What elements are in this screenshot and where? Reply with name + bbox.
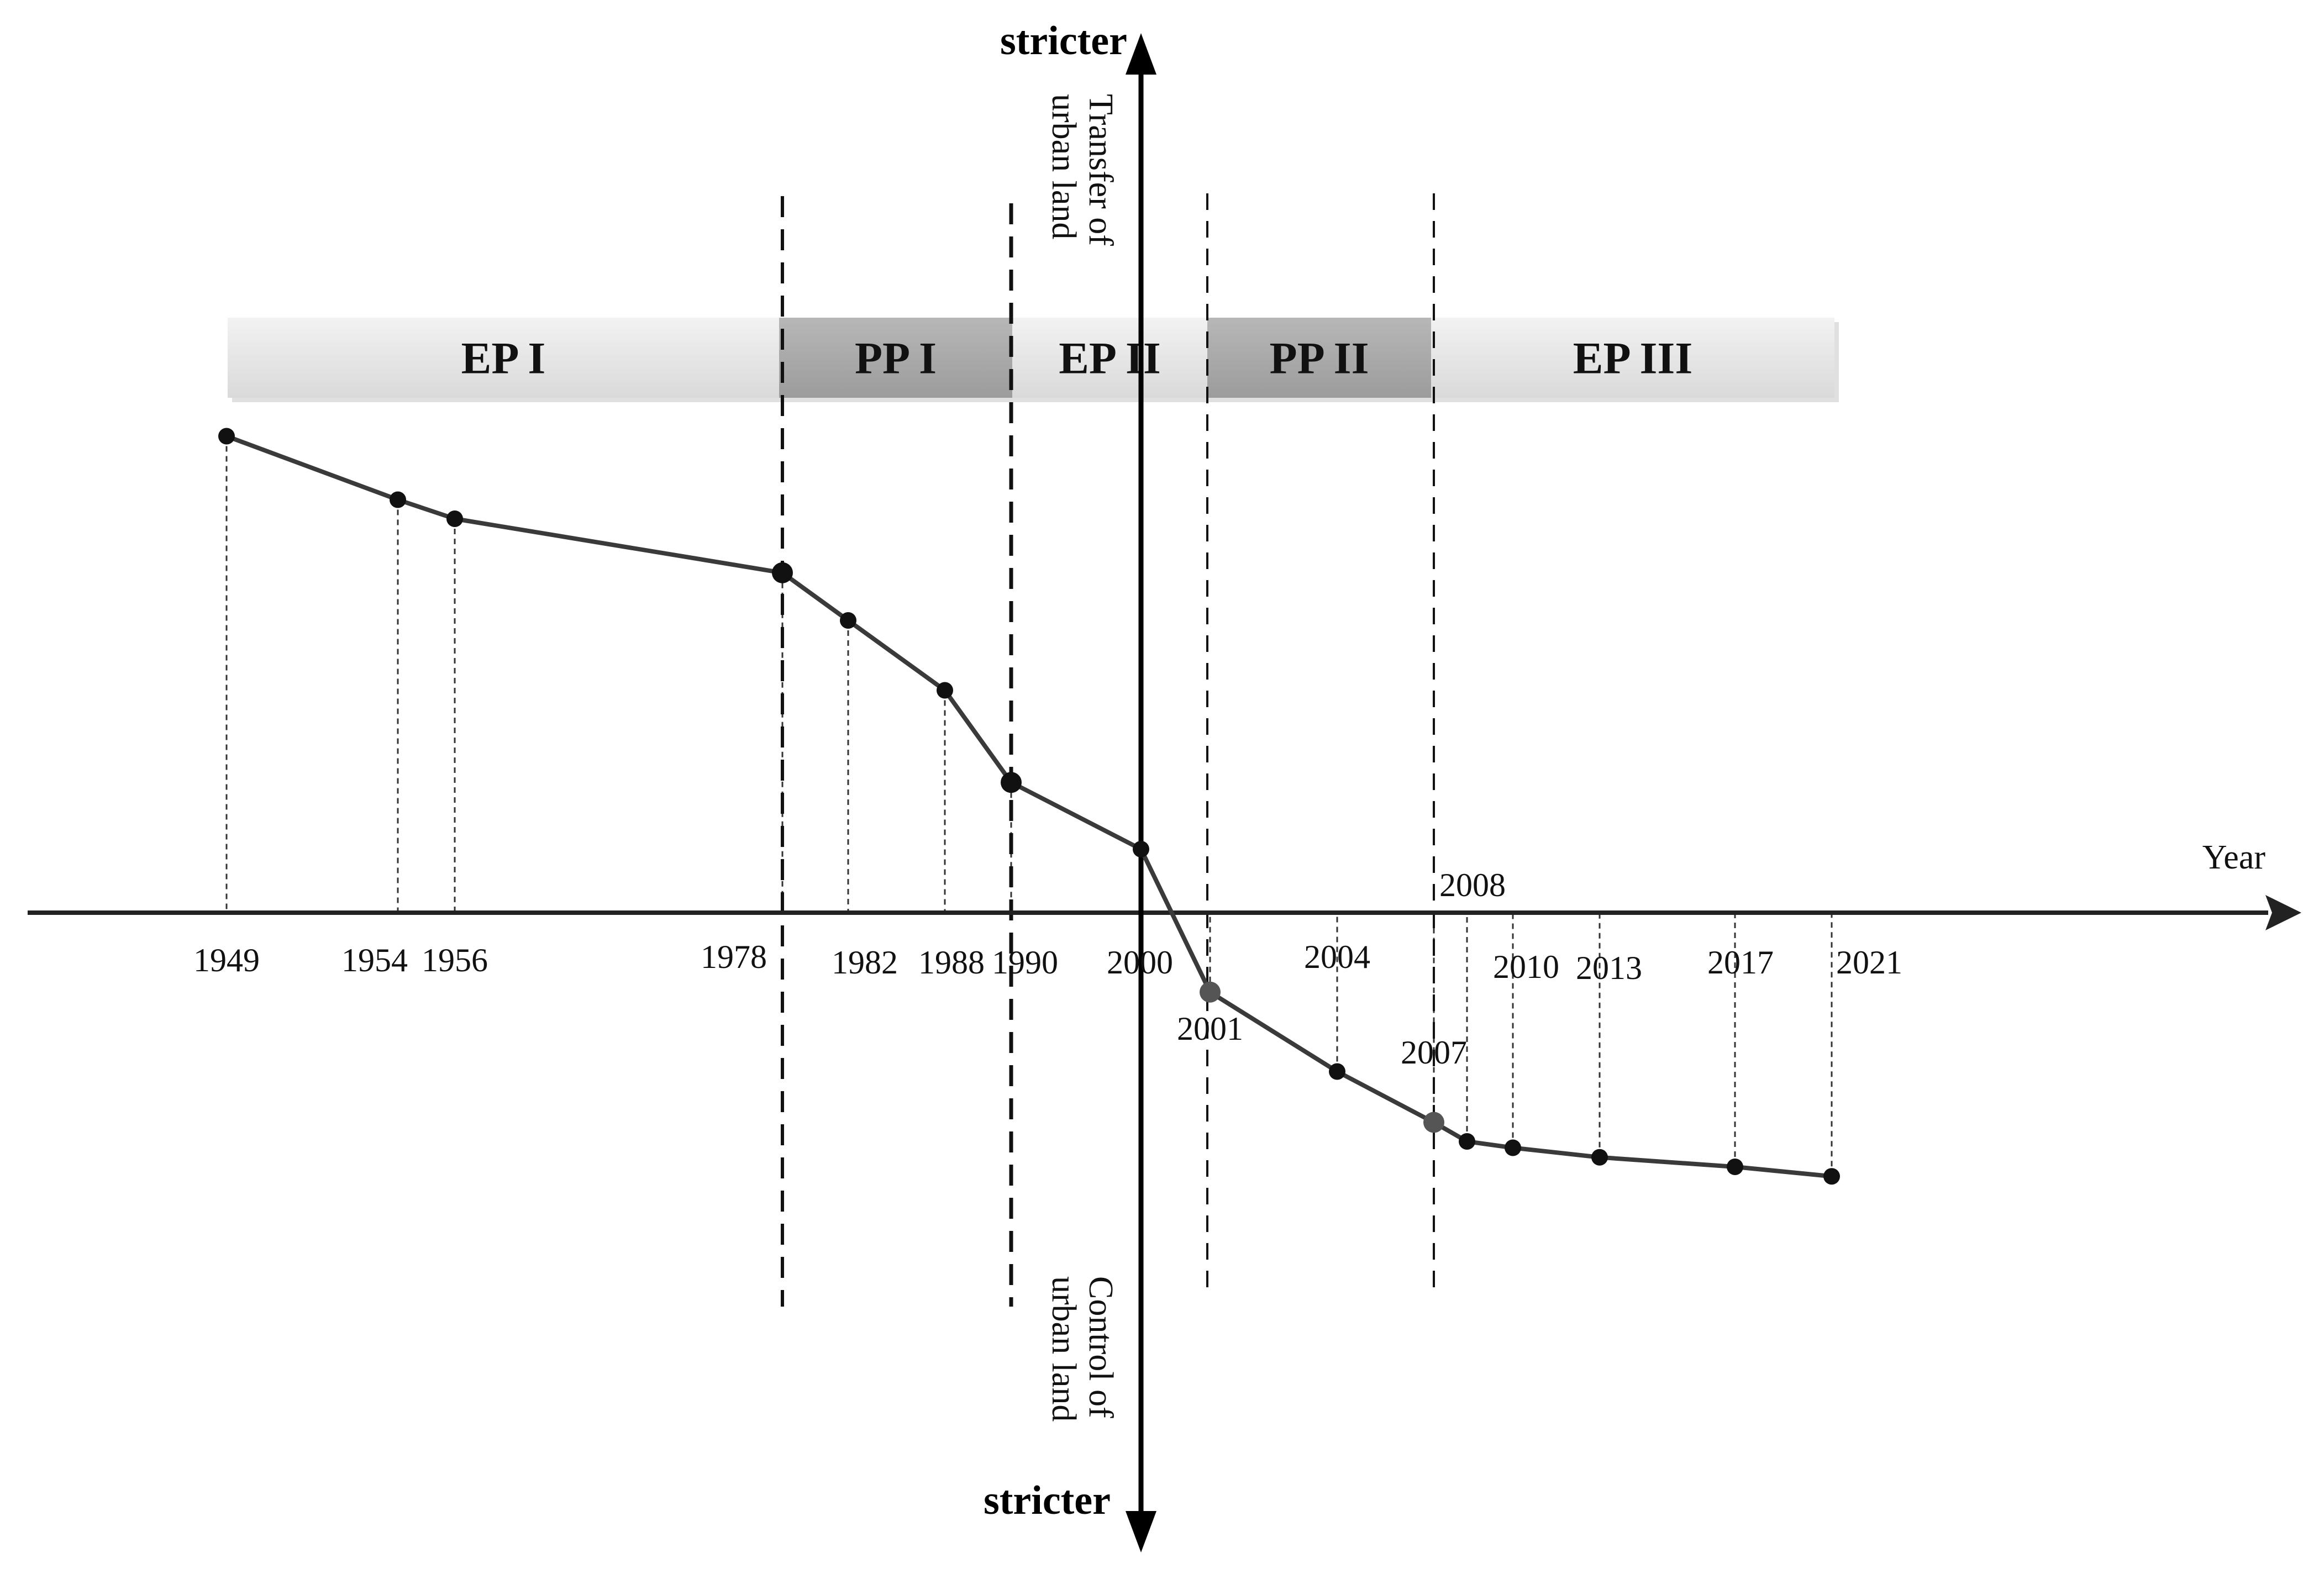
data-point-2013 [1591, 1149, 1608, 1166]
year-label-2010: 2010 [1493, 949, 1559, 985]
data-point-1990 [1001, 772, 1022, 793]
year-guide-lines [225, 436, 1833, 1177]
period-band-5 [1431, 318, 1834, 398]
series-line [225, 434, 1832, 1179]
data-point-1956 [446, 510, 463, 527]
year-label-1954: 1954 [341, 942, 408, 978]
period-band-1 [228, 318, 779, 398]
year-label-1978: 1978 [701, 939, 767, 975]
year-label-2007: 2007 [1401, 1034, 1467, 1071]
year-label-2004: 2004 [1304, 939, 1370, 975]
period-band-4 [1207, 318, 1431, 398]
period-bands: EP I PP I EP II PP II EP III [228, 318, 1839, 402]
data-point-2008 [1459, 1133, 1475, 1150]
year-label-1956: 1956 [422, 942, 488, 978]
data-point-1954 [390, 491, 406, 508]
period-band-label-1: EP I [461, 333, 546, 383]
axes [28, 33, 2301, 1552]
data-point-2004 [1329, 1063, 1345, 1080]
data-point-2001 [1200, 981, 1221, 1003]
period-band-2 [779, 318, 1012, 398]
data-point-1982 [840, 612, 856, 629]
year-label-2001: 2001 [1177, 1010, 1243, 1047]
data-point-2000 [1133, 841, 1149, 857]
y-axis-top-title: stricter [1000, 18, 1127, 64]
y-axis-top-side-label-line-1: Transfer of [1082, 94, 1119, 246]
period-band-label-3: EP II [1059, 333, 1161, 383]
year-label-1990: 1990 [992, 944, 1058, 981]
data-point-1988 [937, 682, 953, 699]
y-axis-top-side-label-line-2: urban land [1045, 94, 1082, 239]
y-axis-bottom-side-label-line-1: Control of [1082, 1276, 1119, 1418]
year-label-2017: 2017 [1707, 944, 1774, 981]
year-label-1982: 1982 [832, 944, 898, 981]
x-axis-arrow-icon [2265, 895, 2301, 930]
year-label-2008: 2008 [1439, 867, 1506, 903]
period-band-label-5: EP III [1573, 333, 1693, 383]
x-axis-title: Year [2202, 839, 2266, 876]
period-band-3 [1012, 318, 1207, 398]
period-band-label-2: PP I [855, 333, 937, 383]
period-band-label-4: PP II [1270, 333, 1369, 383]
year-label-2000: 2000 [1107, 944, 1173, 981]
data-point-2010 [1505, 1139, 1521, 1156]
year-label-1949: 1949 [193, 942, 260, 978]
data-point-2021 [1823, 1168, 1840, 1185]
year-label-2021: 2021 [1836, 944, 1902, 981]
y-axis-arrow-down-icon [1126, 1511, 1156, 1552]
y-axis-arrow-up-icon [1126, 33, 1156, 75]
data-point-2007 [1423, 1112, 1444, 1133]
y-axis-bottom-side-label-line-2: urban land [1045, 1276, 1082, 1422]
y-axis-bottom-title: stricter [984, 1478, 1111, 1523]
data-point-1949 [218, 428, 235, 445]
series-polyline [225, 434, 1832, 1179]
data-point-1978 [772, 562, 793, 583]
data-point-2017 [1727, 1159, 1743, 1175]
data-points [218, 428, 1840, 1185]
year-label-1988: 1988 [918, 944, 985, 981]
year-label-2013: 2013 [1576, 950, 1642, 986]
axis-labels: Year stricter Transfer of urban land str… [984, 18, 2265, 1523]
